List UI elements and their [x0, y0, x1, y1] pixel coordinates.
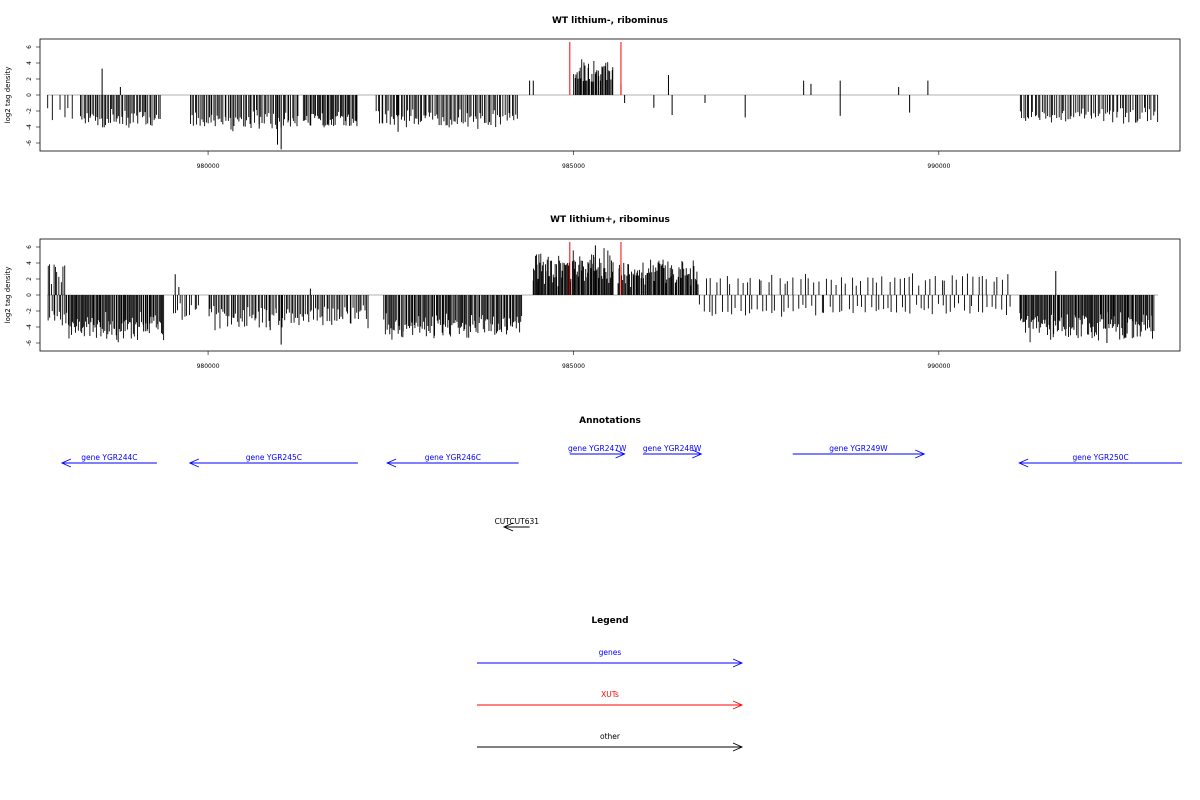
- y-tick-label: -6: [26, 140, 33, 146]
- gene-arrow-head: [1018, 458, 1029, 468]
- y-tick-label: 4: [26, 61, 33, 65]
- y-tick-label: -6: [26, 340, 33, 346]
- legend-arrow-head: [732, 658, 744, 668]
- y-tick-label: -4: [26, 324, 33, 330]
- x-tick-label: 985000: [562, 163, 585, 170]
- y-axis-label: log2 tag density: [4, 67, 12, 124]
- gene-label: gene YGR244C: [81, 453, 137, 462]
- y-tick-label: 6: [26, 245, 33, 249]
- gene-arrow-head: [188, 458, 199, 468]
- y-axis-label: log2 tag density: [4, 267, 12, 324]
- legend-label: genes: [599, 648, 622, 657]
- legend-arrow-head: [732, 742, 744, 752]
- y-tick-label: 2: [26, 277, 33, 281]
- annotations-title: Annotations: [579, 416, 641, 426]
- x-tick-label: 990000: [927, 363, 950, 370]
- y-tick-label: -2: [26, 108, 33, 114]
- gene-arrow-head: [386, 458, 397, 468]
- chart-panel-lithium-plus: WT lithium+, ribominus -6 -4 -2 0 2 4 6 log2 tag…: [4, 215, 1181, 370]
- x-tick-label: 985000: [562, 363, 585, 370]
- y-tick-label: 0: [26, 93, 33, 97]
- legend-label: other: [600, 732, 621, 741]
- other-arrow-head: [502, 522, 514, 532]
- gene-arrow-head: [915, 449, 926, 459]
- legend-label: XUTs: [601, 690, 619, 699]
- gene-label: gene YGR245C: [246, 453, 302, 462]
- gene-label: gene YGR250C: [1072, 453, 1128, 462]
- other-label-suffix: CUT631: [509, 517, 539, 526]
- x-tick-label: 980000: [197, 163, 220, 170]
- chart-title: WT lithium+, ribominus: [550, 215, 670, 225]
- legend-panel: Legend genes XUTs other: [477, 616, 744, 752]
- y-tick-label: -2: [26, 308, 33, 314]
- y-tick-label: 0: [26, 293, 33, 297]
- chart-title: WT lithium-, ribominus: [552, 16, 668, 26]
- gene-arrow-head: [60, 458, 72, 468]
- gene-label: gene YGR248W: [643, 444, 702, 453]
- x-tick-label: 980000: [197, 363, 220, 370]
- annotations-panel: Annotations gene YGR244C gene YGR245C gene…: [60, 416, 1182, 532]
- gene-label: gene YGR249W: [829, 444, 888, 453]
- y-tick-label: -4: [26, 124, 33, 130]
- gene-label: gene YGR246C: [425, 453, 481, 462]
- gene-arrow-head: [615, 449, 626, 459]
- other-label: CUTCUT631: [495, 517, 540, 526]
- gene-arrow-head: [692, 449, 703, 459]
- y-tick-label: 6: [26, 45, 33, 49]
- x-tick-label: 990000: [927, 163, 950, 170]
- y-tick-label: 2: [26, 77, 33, 81]
- other-label-prefix: CUT: [495, 517, 511, 526]
- chart-panel-lithium-minus: WT lithium-, ribominus -6 -4 -2 0 2 4 6 log2 tag…: [4, 16, 1181, 170]
- legend-arrow-head: [732, 700, 744, 710]
- gene-label: gene YGR247W: [568, 444, 627, 453]
- legend-title: Legend: [591, 616, 628, 626]
- y-tick-label: 4: [26, 261, 33, 265]
